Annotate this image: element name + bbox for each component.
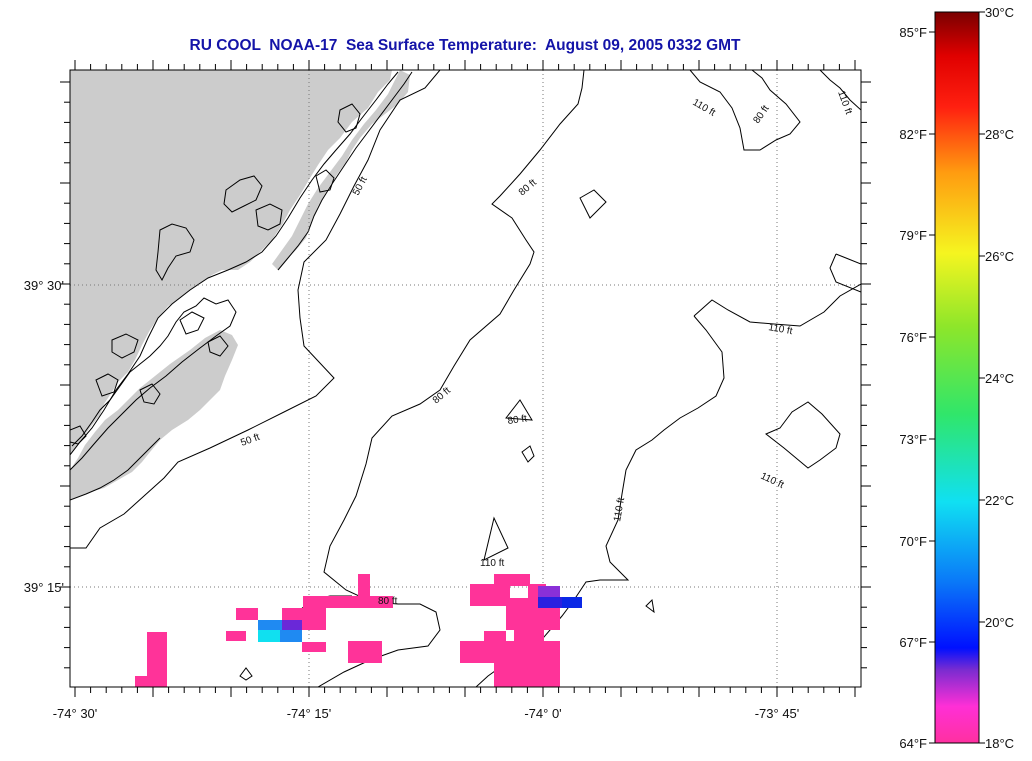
sst-pixel-purple bbox=[282, 620, 302, 631]
lon-tick-label: -74° 15' bbox=[287, 706, 332, 721]
contour-label: 50 ft bbox=[351, 175, 370, 198]
sst-pixel-cyan bbox=[258, 630, 282, 642]
axis-labels: -74° 30' -74° 15' -74° 0' -73° 45' 39° 3… bbox=[24, 278, 799, 721]
colorbar-f-label: 70°F bbox=[899, 534, 927, 549]
sst-pixels bbox=[135, 574, 582, 687]
colorbar-f-label: 67°F bbox=[899, 635, 927, 650]
contour-label: 110 ft bbox=[767, 322, 793, 337]
sst-pixel-blue bbox=[560, 597, 582, 608]
land-mass bbox=[70, 70, 410, 500]
colorbar-c-label: 30°C bbox=[985, 5, 1014, 20]
sst-pixel-azure bbox=[258, 620, 282, 631]
colorbar-f-label: 64°F bbox=[899, 736, 927, 751]
contour-label: 80 ft bbox=[507, 413, 528, 427]
colorbar-f-label: 82°F bbox=[899, 127, 927, 142]
lon-tick-label: -73° 45' bbox=[755, 706, 800, 721]
colorbar: 85°F 82°F 79°F 76°F 73°F 70°F 67°F 64°F … bbox=[899, 5, 1014, 751]
colorbar-c-label: 18°C bbox=[985, 736, 1014, 751]
colorbar-f-label: 73°F bbox=[899, 432, 927, 447]
colorbar-f-label: 79°F bbox=[899, 228, 927, 243]
contour-label: 110 ft bbox=[612, 496, 627, 522]
lon-tick-label: -74° 30' bbox=[53, 706, 98, 721]
colorbar-c-label: 28°C bbox=[985, 127, 1014, 142]
contour-label: 80 ft bbox=[431, 385, 453, 406]
tick-marks bbox=[60, 60, 871, 697]
sst-pixel-blue-2 bbox=[538, 597, 562, 608]
sst-pixel-azure-2 bbox=[280, 630, 302, 642]
map-title: RU COOL NOAA-17 Sea Surface Temperature:… bbox=[189, 37, 741, 54]
colorbar-f-label: 85°F bbox=[899, 25, 927, 40]
colorbar-c-labels: 30°C 28°C 26°C 24°C 22°C 20°C 18°C bbox=[985, 5, 1014, 751]
lat-tick-label: 39° 30' bbox=[24, 278, 64, 293]
grid bbox=[70, 70, 861, 687]
contour-label: 110 ft bbox=[691, 97, 718, 119]
lon-tick-label: -74° 0' bbox=[524, 706, 561, 721]
colorbar-c-label: 22°C bbox=[985, 493, 1014, 508]
contour-label: 50 ft bbox=[239, 432, 261, 449]
colorbar-c-label: 26°C bbox=[985, 249, 1014, 264]
contour-label: 110 ft bbox=[480, 558, 504, 569]
colorbar-f-labels: 85°F 82°F 79°F 76°F 73°F 70°F 67°F 64°F bbox=[899, 25, 927, 751]
contour-label-group: 50 ft 50 ft 80 ft 80 ft 80 ft 80 ft 80 f… bbox=[239, 89, 854, 607]
colorbar-gradient bbox=[934, 11, 980, 744]
contour-label: 80 ft bbox=[378, 596, 398, 607]
contour-label: 110 ft bbox=[835, 89, 854, 116]
contour-label: 80 ft bbox=[517, 177, 539, 198]
colorbar-ticks bbox=[929, 11, 985, 744]
contour-label: 80 ft bbox=[751, 103, 771, 125]
colorbar-f-label: 76°F bbox=[899, 330, 927, 345]
colorbar-c-label: 24°C bbox=[985, 371, 1014, 386]
bathymetry-contours bbox=[70, 70, 861, 687]
lat-tick-label: 39° 15' bbox=[24, 580, 64, 595]
colorbar-c-label: 20°C bbox=[985, 615, 1014, 630]
contour-label: 110 ft bbox=[759, 471, 786, 491]
coastline bbox=[70, 71, 413, 501]
